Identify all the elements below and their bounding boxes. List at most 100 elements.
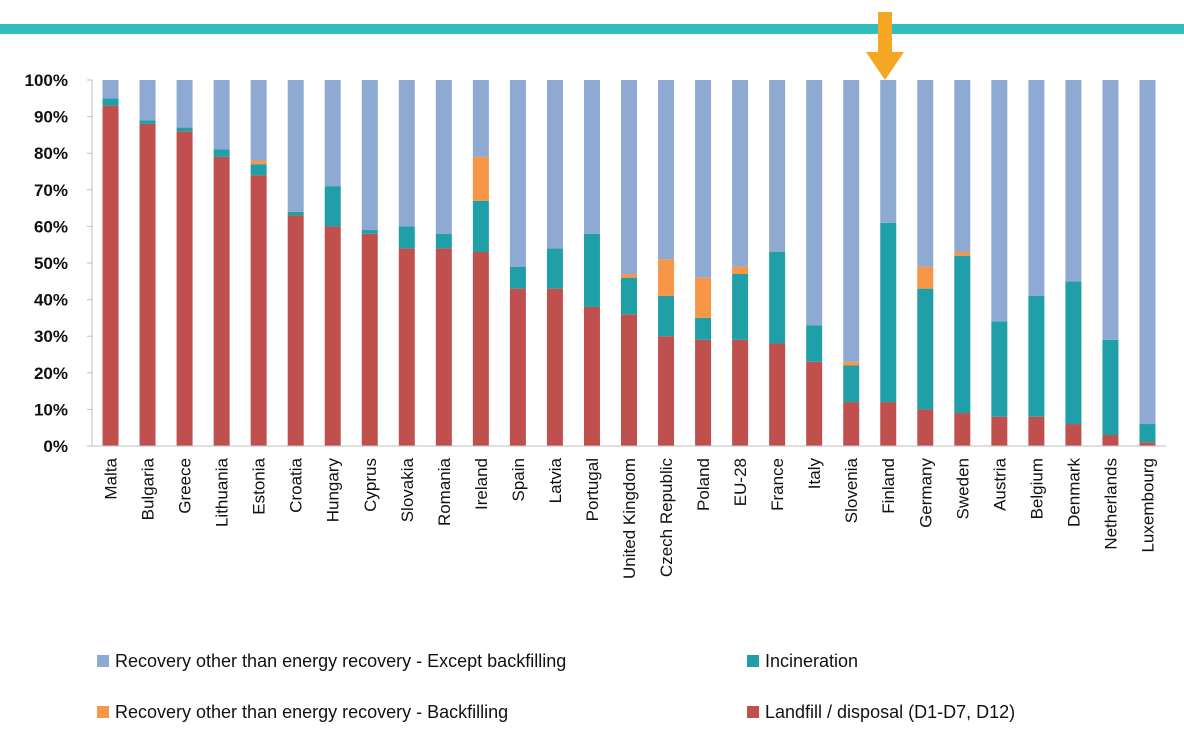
x-tick-label: Hungary (324, 458, 343, 523)
bar-segment-eu-28-s2 (732, 266, 749, 274)
y-tick-label: 60% (34, 217, 68, 236)
x-tick-label: Italy (805, 458, 824, 490)
bar-segment-portugal-s1 (583, 233, 600, 307)
x-tick-label: Netherlands (1101, 458, 1120, 550)
bar-segment-spain-s1 (509, 266, 526, 289)
bar-segment-eu-28-s0 (732, 339, 749, 446)
bar-segment-croatia-s3 (287, 80, 304, 212)
bar-segment-finland-s1 (880, 222, 897, 403)
bar-segment-austria-s1 (991, 321, 1008, 417)
bar-segment-sweden-s2 (954, 252, 971, 256)
bar-segment-ireland-s3 (472, 80, 489, 157)
x-tick-labels: Malta Bulgaria Greece Lithuania Estonia Croat… (102, 457, 1158, 579)
bar-segment-malta-s0 (102, 105, 119, 447)
x-tick-label: Slovenia (842, 457, 861, 523)
bar-segment-czech-republic-s0 (658, 336, 675, 446)
bar-segment-romania-s0 (435, 248, 452, 446)
x-tick-label: Estonia (250, 457, 269, 514)
bar-segment-estonia-s0 (250, 175, 267, 446)
bar-segment-hungary-s1 (324, 186, 341, 227)
bar-segment-ireland-s1 (472, 200, 489, 253)
bar-segment-austria-s0 (991, 416, 1008, 446)
legend-item: Incineration (747, 651, 858, 671)
bar-segment-poland-s0 (695, 339, 712, 446)
bar-segment-ireland-s0 (472, 252, 489, 446)
bar-segment-united-kingdom-s3 (621, 80, 637, 274)
y-tick-labels: 0% 10% 20% 30% 40% 50% 60% 70% 80% 90% 100% (25, 71, 92, 456)
bar-segment-sweden-s1 (954, 255, 971, 414)
bar-segment-ireland-s2 (472, 156, 489, 201)
bar-segment-denmark-s0 (1065, 424, 1082, 446)
bar-segment-estonia-s2 (250, 160, 267, 165)
legend-swatch (747, 655, 759, 667)
bar-segment-france-s1 (769, 252, 786, 344)
y-tick-label: 40% (34, 291, 68, 310)
header-bar (0, 24, 1184, 34)
bar-segment-france-s3 (769, 80, 786, 253)
bar-segment-hungary-s3 (324, 80, 341, 187)
bar-segment-denmark-s3 (1065, 80, 1082, 282)
bar-segment-portugal-s3 (583, 80, 600, 234)
bar-segment-spain-s0 (509, 288, 526, 446)
x-tick-label: Luxembourg (1138, 458, 1157, 553)
legend-item: Recovery other than energy recovery - Ex… (97, 651, 566, 671)
bar-segment-cyprus-s1 (361, 230, 378, 234)
bar-segment-france-s0 (769, 343, 786, 446)
bar-segment-latvia-s3 (546, 80, 563, 249)
bar-segment-germany-s1 (917, 288, 934, 410)
bar-segment-croatia-s1 (287, 211, 304, 216)
legend-item: Recovery other than energy recovery - Ba… (97, 702, 508, 722)
down-arrow-icon (866, 12, 904, 80)
bar-segment-romania-s3 (435, 80, 452, 234)
x-tick-label: United Kingdom (620, 458, 639, 579)
bars-group (102, 80, 1156, 447)
bar-segment-slovenia-s2 (843, 361, 860, 366)
x-tick-label: Cyprus (361, 458, 380, 512)
x-tick-label: Romania (435, 457, 454, 526)
y-tick-label: 50% (34, 254, 68, 273)
bar-segment-lithuania-s1 (213, 149, 230, 157)
bar-segment-poland-s2 (695, 277, 712, 318)
x-tick-label: Denmark (1064, 458, 1083, 527)
legend-label: Recovery other than energy recovery - Ex… (115, 651, 566, 671)
bar-segment-czech-republic-s3 (658, 80, 675, 260)
bar-segment-romania-s1 (435, 233, 452, 249)
bar-segment-croatia-s0 (287, 215, 304, 446)
legend-swatch (97, 706, 109, 718)
bar-segment-lithuania-s3 (213, 80, 230, 150)
y-tick-label: 20% (34, 364, 68, 383)
y-tick-label: 90% (34, 108, 68, 127)
x-tick-label: Germany (916, 458, 935, 528)
bar-segment-luxembourg-s3 (1139, 80, 1156, 425)
bar-segment-estonia-s1 (250, 164, 267, 176)
bar-segment-cyprus-s0 (361, 233, 378, 446)
bar-segment-netherlands-s0 (1102, 435, 1119, 446)
bar-segment-latvia-s1 (546, 248, 563, 289)
x-tick-label: EU-28 (731, 458, 750, 506)
bar-segment-italy-s1 (806, 325, 823, 362)
bar-segment-luxembourg-s0 (1139, 442, 1156, 446)
y-tick-label: 30% (34, 327, 68, 346)
y-tick-label: 10% (34, 400, 68, 419)
x-tick-label: Finland (879, 458, 898, 514)
x-tick-label: Spain (509, 458, 528, 501)
legend-label: Landfill / disposal (D1-D7, D12) (765, 702, 1015, 722)
bar-segment-greece-s3 (176, 80, 193, 128)
bar-segment-finland-s0 (880, 402, 897, 446)
x-tick-label: Greece (176, 458, 195, 514)
bar-segment-slovenia-s1 (843, 365, 860, 403)
bar-segment-sweden-s3 (954, 80, 971, 253)
bar-segment-slovakia-s1 (398, 226, 415, 249)
bar-segment-czech-republic-s2 (658, 259, 675, 296)
bar-segment-czech-republic-s1 (658, 295, 675, 337)
legend-item: Landfill / disposal (D1-D7, D12) (747, 702, 1015, 722)
bar-segment-portugal-s0 (583, 306, 600, 446)
bar-segment-united-kingdom-s0 (621, 314, 637, 446)
x-tick-label: France (768, 458, 787, 511)
bar-segment-bulgaria-s0 (139, 123, 156, 447)
legend-swatch (97, 655, 109, 667)
x-tick-label: Slovakia (398, 457, 417, 522)
legend-label: Incineration (765, 651, 858, 671)
bar-segment-netherlands-s3 (1102, 80, 1119, 340)
